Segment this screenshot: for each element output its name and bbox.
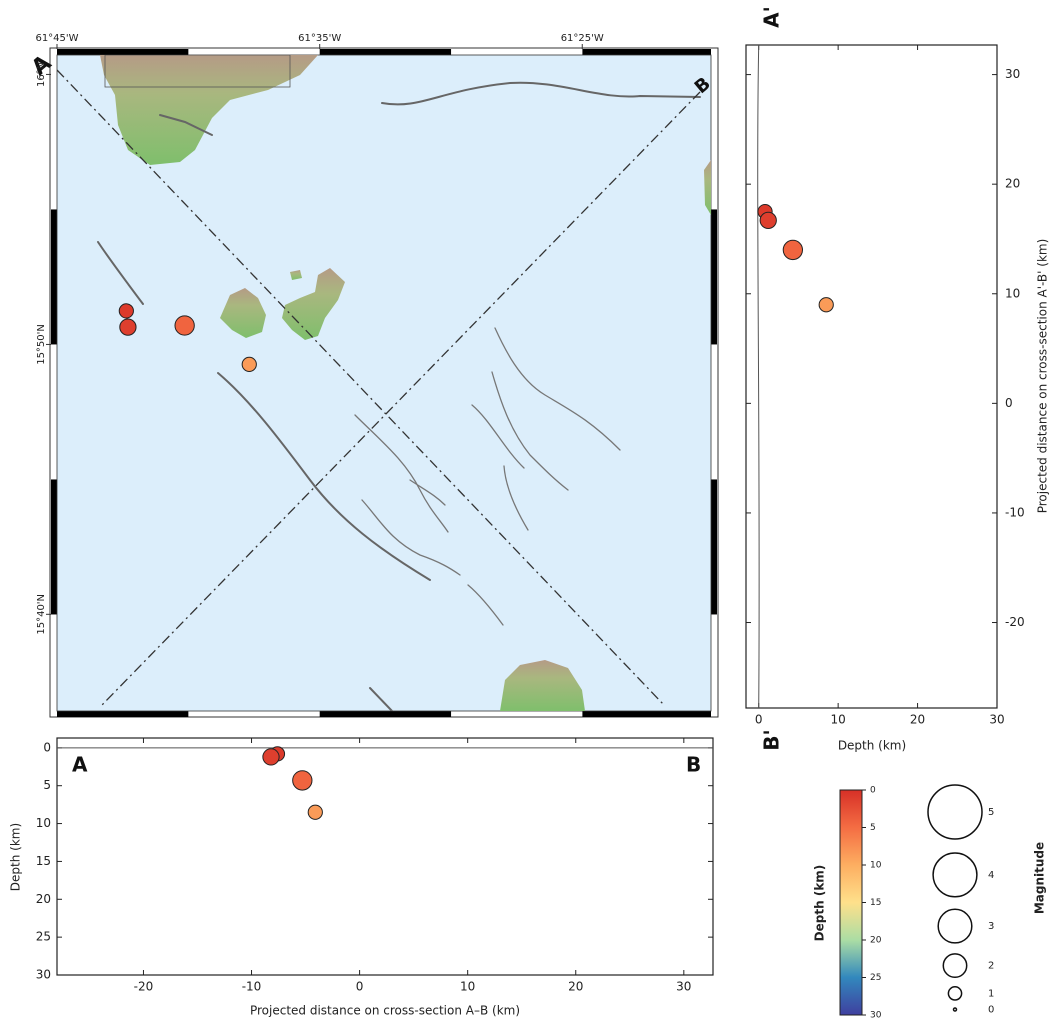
magnitude-symbol	[933, 853, 977, 897]
section-a1b1-xlabel: Depth (km)	[838, 739, 906, 753]
colorbar-ramp	[840, 790, 862, 1015]
x-tick-label: 10	[830, 713, 845, 727]
x-tick-label: 10	[460, 980, 475, 994]
colorbar-tick-label: 15	[870, 898, 881, 908]
x-tick-label: -10	[242, 980, 262, 994]
lon-tick-label: 61°25'W	[561, 33, 604, 44]
lon-tick-label: 61°35'W	[298, 33, 341, 44]
y-tick-label: 0	[43, 740, 51, 754]
magnitude-label: 2	[988, 961, 994, 972]
frame-segment	[51, 479, 57, 614]
y-tick-label: -10	[1005, 505, 1025, 519]
y-tick-label: 0	[1005, 396, 1013, 410]
magnitude-symbol	[938, 909, 972, 943]
frame-segment	[711, 209, 717, 344]
y-tick-label: 10	[1005, 286, 1020, 300]
magnitude-label: 5	[988, 807, 994, 818]
y-tick-label: 25	[36, 930, 51, 944]
x-tick-label: -20	[134, 980, 154, 994]
section-a1b1-end: B'	[760, 729, 784, 750]
event	[242, 357, 256, 371]
frame-segment	[57, 711, 188, 717]
colorbar-label: Depth (km)	[813, 865, 827, 942]
event	[263, 749, 279, 765]
event	[308, 805, 322, 819]
frame-segment	[57, 49, 188, 55]
magnitude-symbol	[943, 954, 966, 977]
magnitude-symbol	[948, 987, 961, 1000]
section-ab-frame	[57, 738, 713, 975]
x-tick-label: 30	[989, 713, 1004, 727]
magnitude-label: 1	[988, 988, 994, 999]
event	[293, 771, 312, 790]
lat-tick-label: 15°50'N	[36, 324, 47, 365]
magnitude-symbol	[928, 785, 982, 839]
x-tick-label: 20	[568, 980, 583, 994]
section-a1b1-frame	[746, 45, 997, 708]
section-ab-ylabel: Depth (km)	[9, 823, 23, 891]
frame-segment	[320, 49, 451, 55]
event	[119, 304, 133, 318]
y-tick-label: 30	[36, 968, 51, 982]
x-tick-label: 20	[910, 713, 925, 727]
colorbar-tick-label: 30	[870, 1011, 882, 1019]
colorbar: 0 5 10 15 20 25 30	[840, 786, 882, 1019]
frame-segment	[320, 711, 451, 717]
y-tick-label: 5	[43, 778, 51, 792]
section-ab-xlabel: Projected distance on cross-section A–B …	[250, 1004, 520, 1018]
section-ab-end: B	[686, 753, 701, 777]
frame-segment	[582, 49, 711, 55]
y-tick-label: 15	[36, 854, 51, 868]
x-tick-label: 0	[356, 980, 364, 994]
frame-segment	[582, 711, 711, 717]
frame-segment	[711, 479, 717, 614]
y-tick-label: 20	[36, 892, 51, 906]
y-tick-label: 20	[1005, 177, 1020, 191]
colorbar-tick-label: 0	[870, 786, 876, 796]
event	[819, 298, 833, 312]
section-ab-start: A	[72, 753, 88, 777]
magnitude-legend: 5 4 3 2 1 0	[928, 785, 994, 1016]
y-tick-label: 10	[36, 816, 51, 830]
colorbar-tick-label: 5	[870, 823, 876, 833]
x-tick-label: 0	[755, 713, 763, 727]
magnitude-label: 3	[988, 921, 994, 932]
magnitude-label: 0	[988, 1005, 994, 1016]
colorbar-tick-label: 20	[870, 936, 882, 946]
y-tick-label: 30	[1005, 67, 1020, 81]
section-a1b1-start: A'	[760, 6, 784, 28]
event	[783, 240, 802, 259]
event	[120, 319, 136, 335]
lon-tick-label: 61°45'W	[35, 33, 78, 44]
figure: A B -20-100102030051015202530 A B Projec…	[0, 0, 1053, 1019]
lat-tick-label: 15°40'N	[36, 594, 47, 635]
magnitude-label: 4	[988, 870, 994, 881]
colorbar-tick-label: 25	[870, 973, 881, 983]
event	[175, 316, 194, 335]
lat-tick-label: 16°N	[36, 62, 47, 87]
colorbar-tick-label: 10	[870, 861, 882, 871]
x-tick-label: 30	[676, 980, 691, 994]
frame-segment	[51, 209, 57, 344]
magnitude-label: Magnitude	[1033, 842, 1047, 914]
magnitude-symbol	[954, 1008, 957, 1011]
event	[760, 212, 776, 228]
y-tick-label: -20	[1005, 615, 1025, 629]
section-a1b1-ylabel: Projected distance on cross-section A'-B…	[1036, 239, 1050, 514]
